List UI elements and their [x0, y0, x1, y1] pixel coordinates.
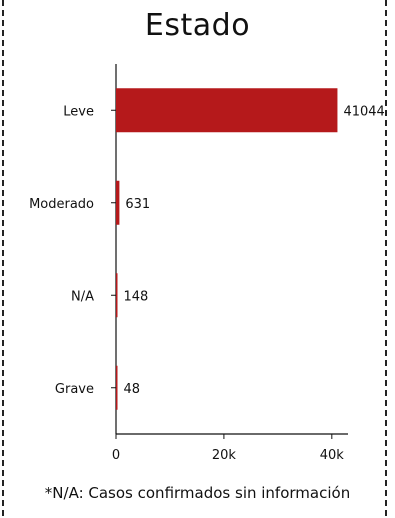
category-label: Leve — [63, 104, 94, 119]
data-label: 48 — [124, 382, 141, 397]
data-label: 148 — [124, 289, 149, 304]
chart-title: Estado — [144, 8, 251, 43]
data-label: 41044 — [343, 104, 384, 119]
category-label: Grave — [55, 382, 94, 397]
chart-labels: 0 20k 40k Leve 41044 Moderado 631 N/A 148 Grave 48 — [29, 104, 385, 463]
x-tick-label: 20k — [212, 448, 237, 463]
data-label: 631 — [125, 197, 150, 212]
bar-moderado — [116, 180, 120, 225]
bar-grave — [116, 365, 118, 410]
x-tick-label: 0 — [112, 448, 120, 463]
chart-frame — [2, 0, 387, 516]
category-label: N/A — [71, 289, 94, 304]
chart-bars — [116, 88, 338, 410]
bar-leve — [116, 88, 338, 133]
x-tick-label: 40k — [320, 448, 345, 463]
category-label: Moderado — [29, 197, 94, 212]
chart-footnote: *N/A: Casos confirmados sin información — [44, 484, 351, 502]
bar-n-a — [116, 273, 118, 318]
